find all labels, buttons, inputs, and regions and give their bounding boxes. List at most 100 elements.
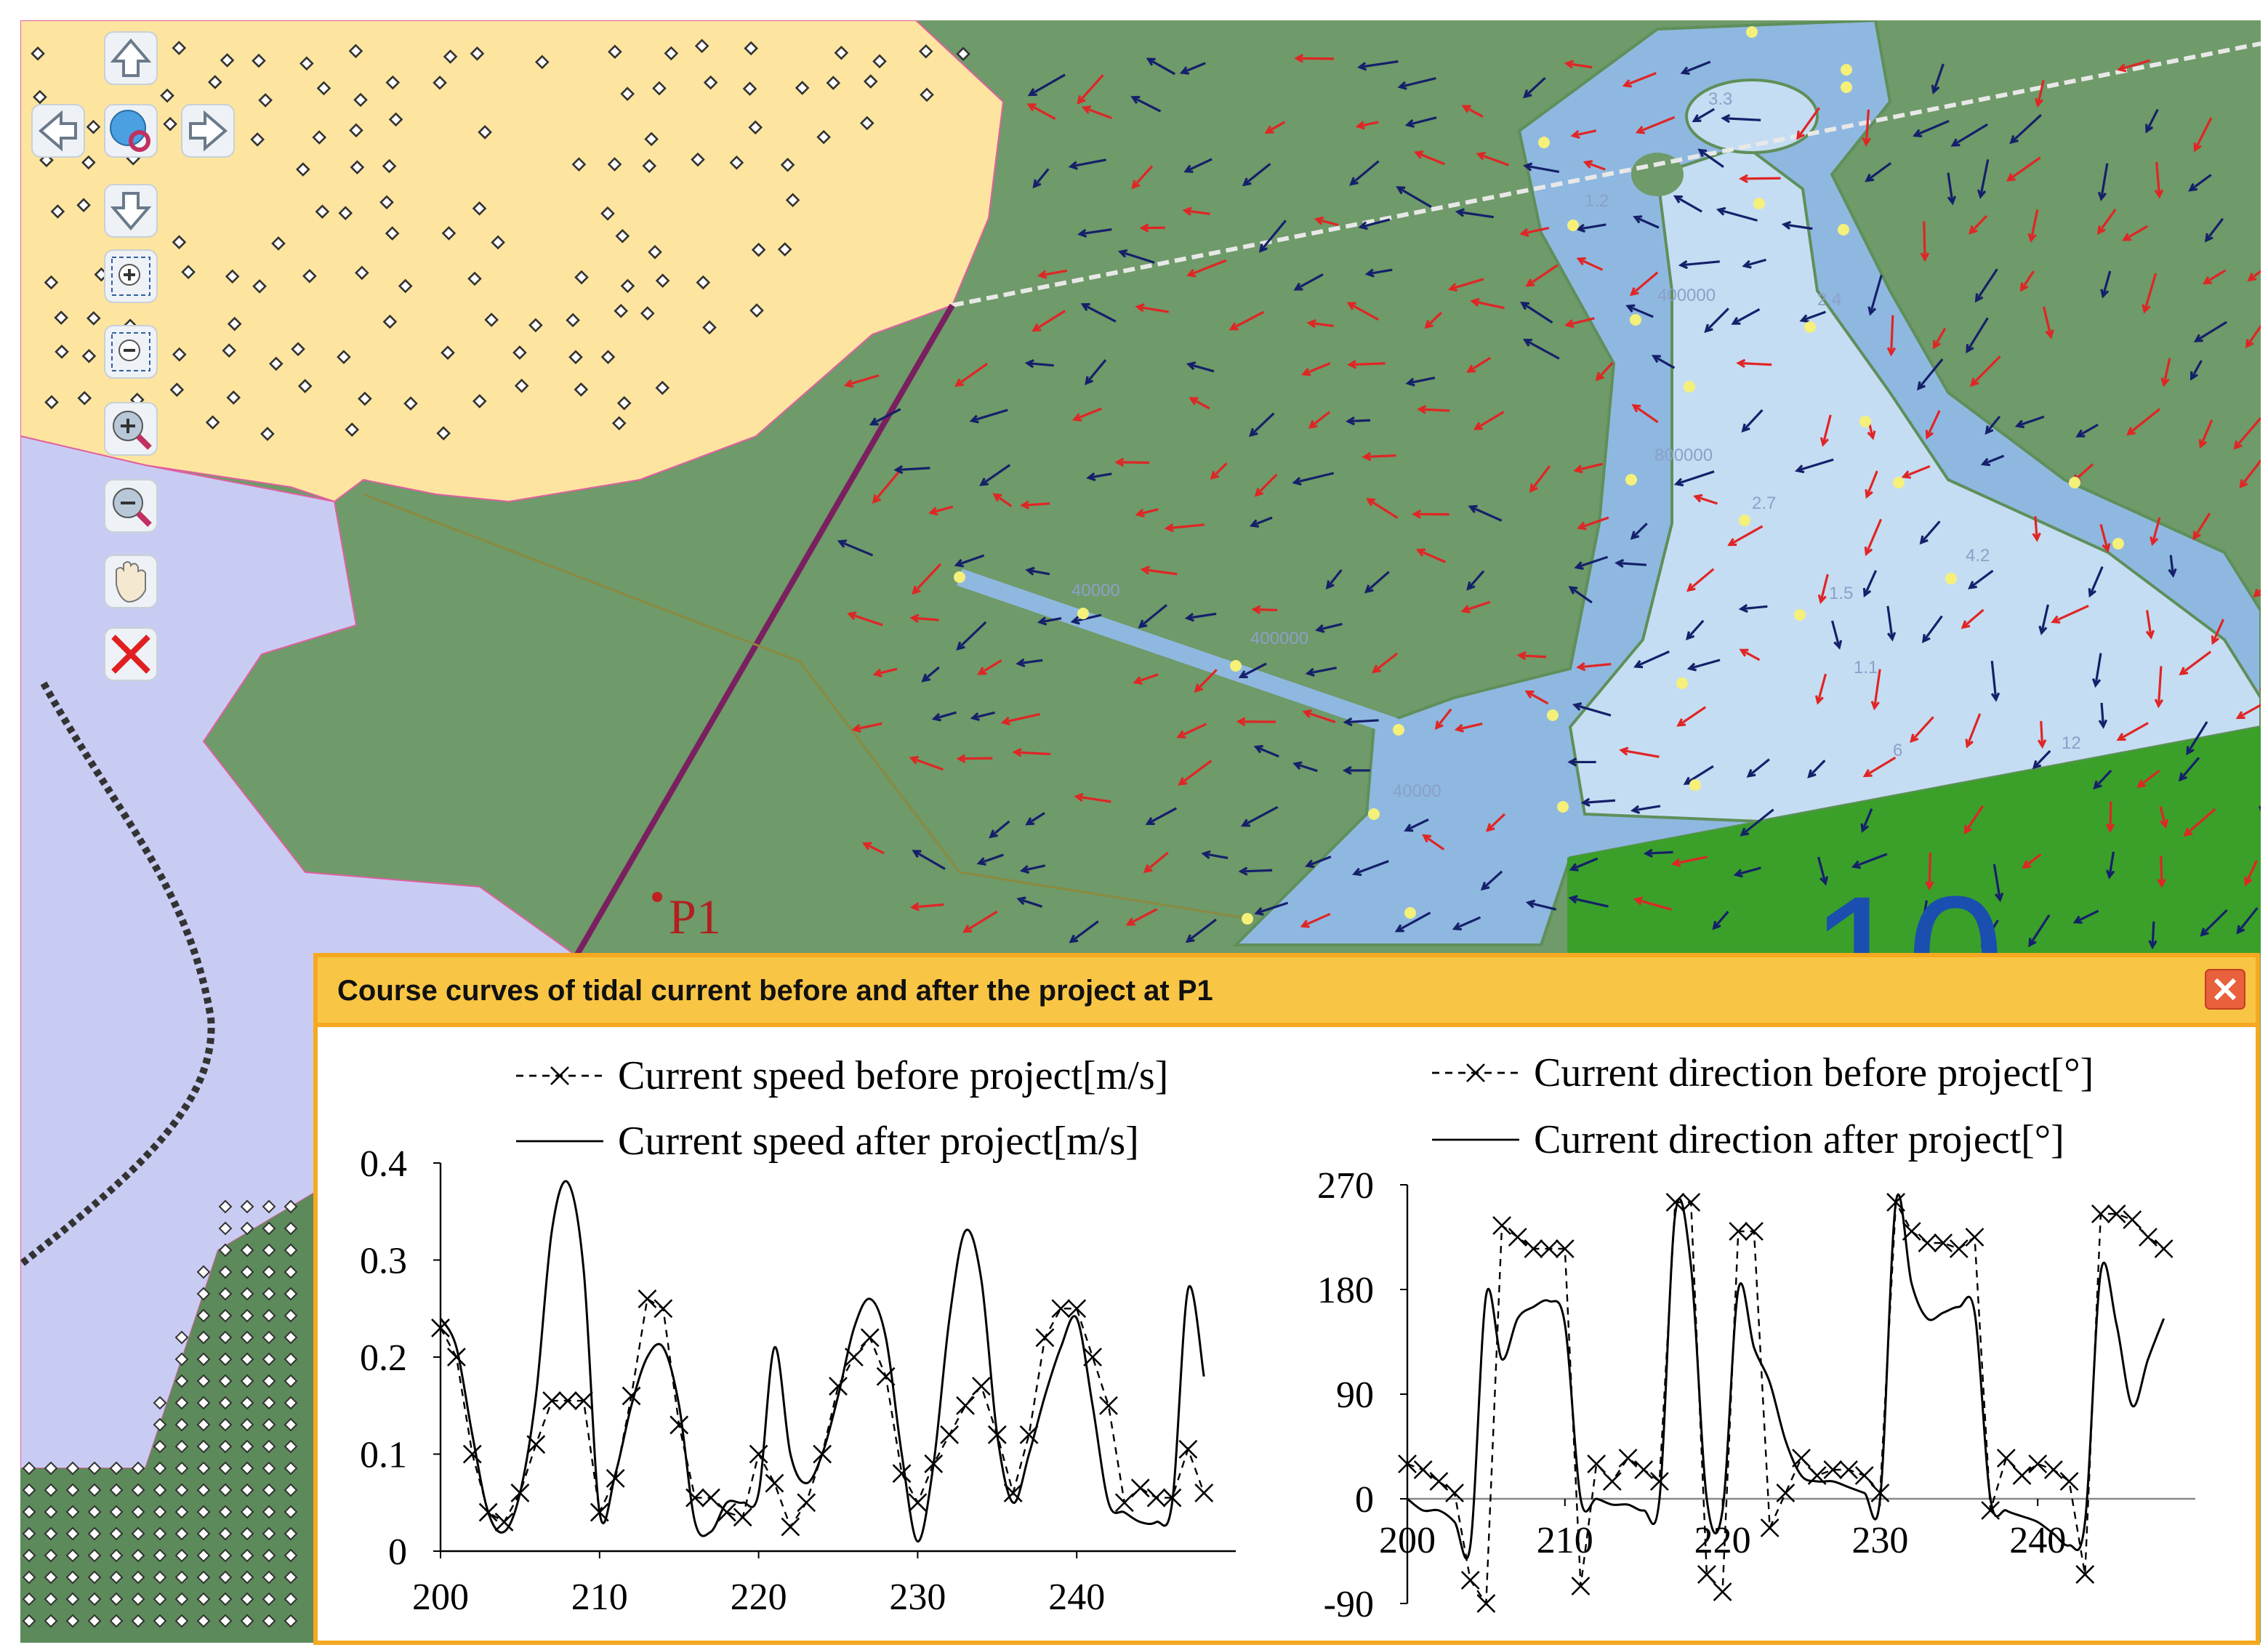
data-point [638, 1289, 657, 1308]
current-arrow [862, 842, 885, 855]
current-arrow [1630, 523, 1648, 540]
current-arrow [1901, 464, 1931, 479]
legend-label: Current direction before project[°] [1534, 1050, 2094, 1095]
data-point [860, 1328, 880, 1348]
map-symbol [33, 89, 47, 105]
current-arrow [1974, 268, 1998, 303]
map-symbol [22, 1570, 36, 1585]
current-arrow [2126, 408, 2161, 436]
pan-up-button[interactable] [104, 31, 158, 85]
charts: 0 0.1 0.2 0.3 0.4 200 210 220 230 240 Current spee… [360, 1050, 2195, 1625]
map-symbol [44, 1592, 58, 1606]
map-symbol [571, 157, 587, 172]
map-symbol [262, 1396, 276, 1410]
map-symbol [284, 1505, 298, 1519]
zoom-box-out-button[interactable] [104, 325, 158, 379]
pan-down-button[interactable] [104, 184, 158, 238]
current-arrow [1352, 860, 1389, 877]
map-symbol [87, 1461, 102, 1476]
current-arrow [1081, 105, 1113, 120]
current-arrow [1631, 403, 1659, 424]
map-symbol [109, 1614, 124, 1628]
data-point [1918, 1234, 1937, 1252]
current-arrow [1727, 525, 1764, 547]
map-symbol [131, 1526, 145, 1541]
map-symbol [284, 1417, 298, 1432]
data-point [1854, 1466, 1874, 1485]
map-symbol [109, 1526, 124, 1541]
clear-button[interactable] [104, 627, 158, 681]
depth-label: 400000 [1250, 629, 1308, 648]
current-arrow [1300, 912, 1331, 928]
full-extent-button[interactable] [104, 104, 158, 158]
survey-point [1893, 477, 1905, 488]
current-arrow [1086, 472, 1112, 482]
survey-point [1404, 907, 1416, 919]
map-symbol [44, 1461, 58, 1476]
map-symbol [65, 1548, 80, 1563]
pan-right-button[interactable] [181, 104, 235, 158]
pan-hand-button[interactable] [104, 555, 158, 608]
map-symbol [337, 350, 351, 364]
map-symbol [196, 1417, 211, 1432]
current-arrow [1342, 765, 1370, 776]
current-arrow [1733, 866, 1761, 878]
zoom-box-in-button[interactable] [104, 249, 158, 303]
map-symbol [153, 1396, 167, 1410]
data-point [940, 1425, 960, 1444]
current-arrow [1130, 95, 1162, 113]
railway [20, 681, 215, 1268]
pan-left-button[interactable] [31, 104, 85, 158]
survey-point [1684, 381, 1695, 393]
current-arrow [1143, 851, 1169, 874]
map-symbol [22, 1483, 36, 1497]
current-arrow [1921, 615, 1943, 644]
current-arrow [1074, 792, 1111, 803]
zoom-in-button[interactable] [104, 402, 158, 456]
map-symbol [648, 244, 662, 259]
current-arrow [1950, 123, 1988, 147]
current-arrow [1963, 805, 1984, 834]
map-symbol [205, 415, 220, 430]
map-symbol [218, 1417, 233, 1432]
current-arrow [1685, 619, 1705, 640]
map-symbol [131, 1592, 145, 1606]
current-arrow [2117, 59, 2150, 73]
map-symbol [218, 1439, 233, 1454]
depth-label: 12 [2062, 733, 2081, 753]
series-line [1407, 1193, 2166, 1560]
canal [957, 568, 1399, 736]
current-arrow [2028, 914, 2051, 948]
current-arrow [1135, 508, 1159, 518]
map-symbol [174, 1461, 189, 1476]
map-symbol [863, 74, 878, 89]
map-symbol [218, 1461, 233, 1476]
current-arrow [2032, 516, 2041, 542]
data-point [606, 1468, 625, 1488]
map-symbol [297, 379, 313, 393]
current-arrow [1077, 74, 1104, 105]
current-arrow [2106, 851, 2115, 880]
current-arrow [893, 464, 930, 475]
map-symbol [694, 39, 709, 54]
close-button[interactable] [2205, 969, 2245, 1010]
current-arrow [2154, 666, 2164, 709]
legend-marker [1466, 1063, 1485, 1082]
current-arrow [2051, 604, 2089, 624]
map-symbol [109, 1592, 124, 1606]
current-arrow [1573, 462, 1604, 474]
current-arrow [912, 563, 942, 595]
current-arrow [1194, 669, 1218, 693]
zoom-out-button[interactable] [104, 479, 158, 533]
current-arrow [1525, 899, 1557, 911]
y-tick-label: 0.4 [360, 1143, 407, 1185]
data-point [2091, 1204, 2110, 1223]
current-arrow [1251, 605, 1278, 614]
map-symbol [196, 1287, 211, 1301]
current-arrow [1424, 311, 1442, 329]
current-arrow [1932, 327, 1947, 350]
data-point [2075, 1565, 2095, 1584]
current-arrow [1000, 712, 1040, 726]
map-symbol [218, 1308, 233, 1323]
data-point [1476, 1594, 1496, 1613]
